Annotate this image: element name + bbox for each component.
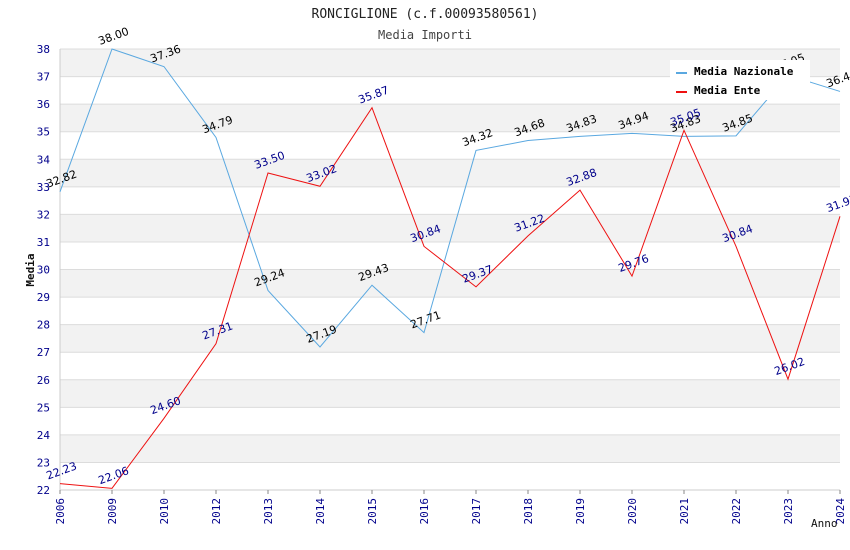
plot-background [60, 49, 840, 463]
x-tick-label: 2006 [54, 498, 67, 525]
x-tick-label: 2012 [210, 498, 223, 525]
data-label: 31.93 [825, 192, 850, 215]
grid-band [60, 324, 840, 353]
y-tick-label: 24 [37, 429, 51, 442]
x-tick-label: 2023 [782, 498, 795, 525]
x-tick-label: 2013 [262, 498, 275, 525]
data-label: 38.00 [97, 25, 131, 48]
series-line-1 [59, 106, 841, 489]
grid-band [60, 379, 840, 408]
y-tick-label: 36 [37, 98, 50, 111]
y-tick-label: 29 [37, 291, 50, 304]
data-label: 35.87 [357, 84, 391, 107]
grid-band [60, 434, 840, 463]
legend-label-nazionale: Media Nazionale [694, 65, 794, 78]
y-axis: 22 23 24 25 26 27 28 29 30 31 32 33 34 35 36 37 38 [37, 43, 51, 497]
y-tick-label: 22 [37, 484, 50, 497]
y-axis-label: Media [24, 253, 37, 286]
grid-band [60, 159, 840, 187]
chart-title: RONCIGLIONE (c.f.00093580561) [312, 7, 539, 22]
y-tick-label: 31 [37, 236, 50, 249]
y-tick-label: 26 [37, 374, 50, 387]
y-tick-label: 25 [37, 401, 50, 414]
chart-subtitle: Media Importi [378, 28, 472, 42]
y-tick-label: 32 [37, 208, 50, 221]
x-tick-label: 2015 [366, 498, 379, 525]
legend: Media Nazionale Media Ente [670, 60, 810, 100]
x-tick-label: 2019 [574, 498, 587, 525]
y-tick-label: 27 [37, 346, 50, 359]
grid-band [60, 269, 840, 298]
x-tick-label: 2009 [106, 498, 119, 525]
y-tick-label: 38 [37, 43, 50, 56]
y-tick-label: 33 [37, 181, 50, 194]
x-tick-label: 2014 [314, 498, 327, 525]
y-tick-label: 34 [37, 153, 51, 166]
x-tick-label: 2022 [730, 498, 743, 525]
series-line-0 [59, 48, 841, 348]
x-tick-label: 2017 [470, 498, 483, 525]
grid-band [60, 104, 840, 132]
x-tick-label: 2010 [158, 498, 171, 525]
x-tick-label: 2018 [522, 498, 535, 525]
y-tick-label: 28 [37, 319, 50, 332]
x-tick-label: 2020 [626, 498, 639, 525]
x-axis-label: Anno [811, 517, 838, 530]
y-tick-label: 30 [37, 264, 50, 277]
y-tick-label: 23 [37, 456, 50, 469]
series-lines [59, 48, 841, 489]
x-tick-label: 2024 [834, 498, 847, 525]
data-label: 22.06 [97, 464, 131, 487]
y-tick-label: 35 [37, 126, 50, 139]
y-tick-label: 37 [37, 71, 50, 84]
grid-band [60, 214, 840, 242]
x-axis: 2006 2009 2010 2012 2013 2014 2015 2016 2017 2018… [54, 490, 847, 525]
x-tick-label: 2021 [678, 498, 691, 525]
x-tick-label: 2016 [418, 498, 431, 525]
legend-label-ente: Media Ente [694, 84, 761, 97]
legend-box [670, 60, 810, 100]
